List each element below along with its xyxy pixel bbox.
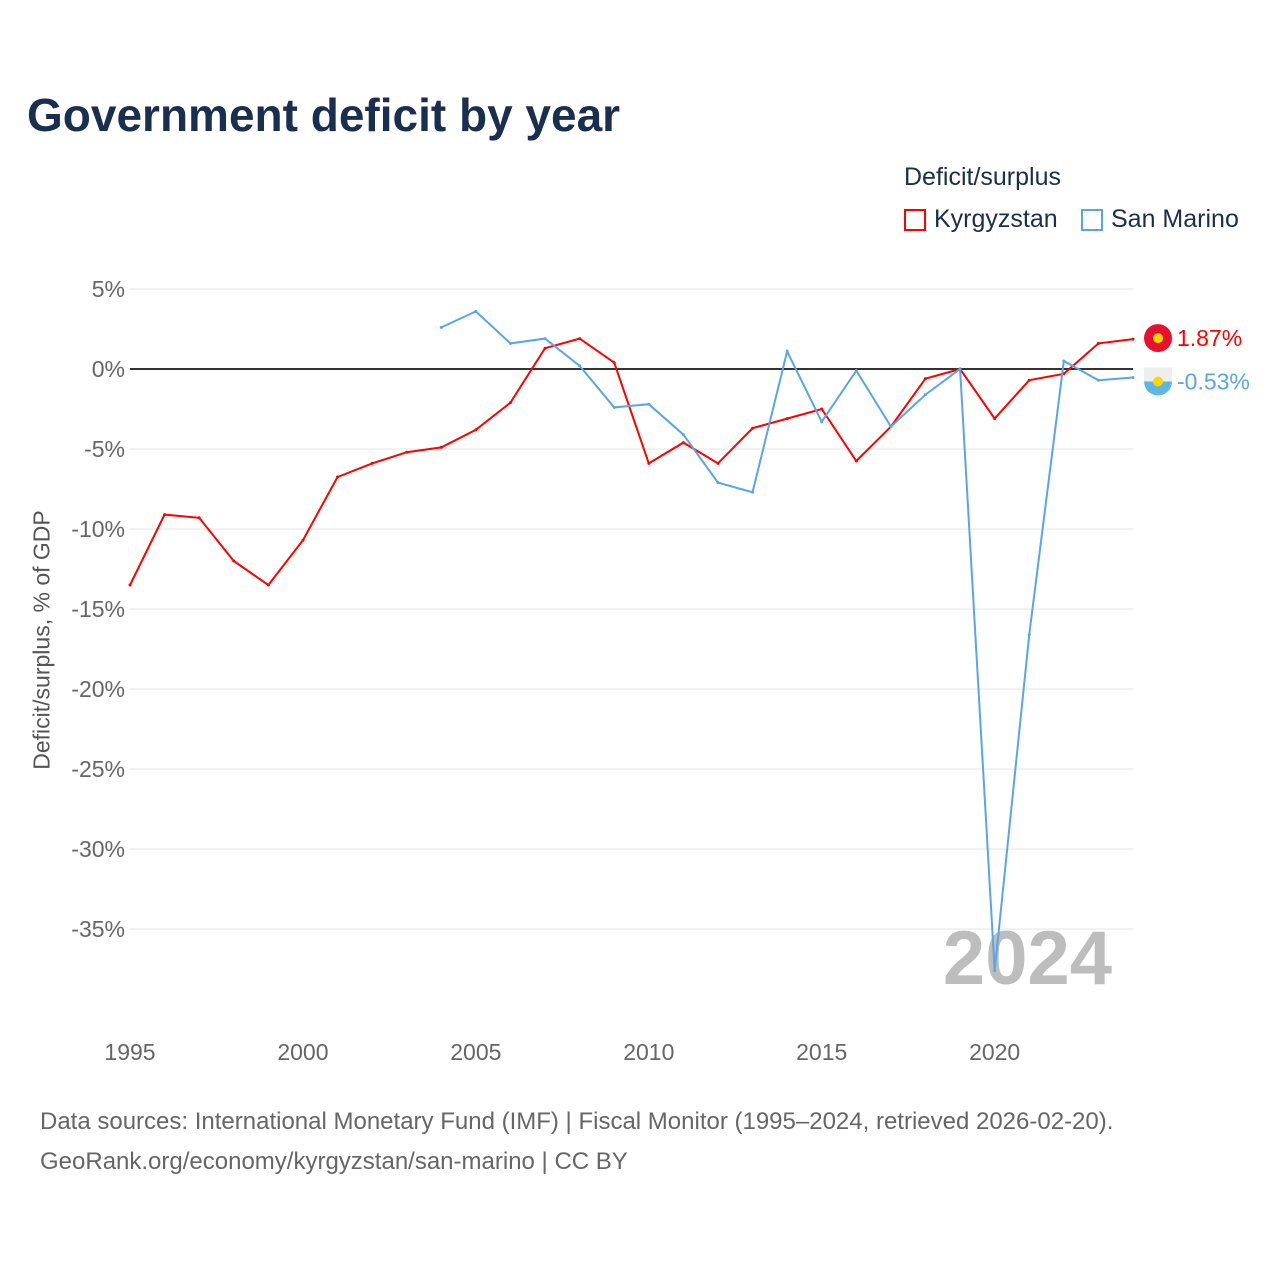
data-point <box>820 407 824 411</box>
data-point <box>163 513 167 517</box>
series-line-san-marino <box>440 310 1134 971</box>
data-point <box>474 428 478 432</box>
data-point <box>1027 633 1031 637</box>
data-point <box>197 516 201 520</box>
series-line-kyrgyzstan <box>129 337 1134 587</box>
x-tick-label: 2005 <box>450 1039 501 1065</box>
x-tick-label: 2020 <box>969 1039 1020 1065</box>
data-point <box>370 461 374 465</box>
data-point <box>474 309 478 313</box>
x-tick-label: 2000 <box>277 1039 328 1065</box>
legend-label: Kyrgyzstan <box>934 205 1058 233</box>
data-point <box>923 393 927 397</box>
y-tick-label: -30% <box>71 836 125 862</box>
data-point <box>128 583 132 587</box>
y-tick-label: -35% <box>71 916 125 942</box>
data-point <box>578 337 582 341</box>
end-value-label: 1.87% <box>1177 325 1242 351</box>
data-point <box>681 441 685 445</box>
data-point <box>751 490 755 494</box>
flag-emblem-icon <box>1153 333 1163 344</box>
data-point <box>889 425 893 429</box>
data-point <box>612 361 616 365</box>
data-point <box>681 433 685 437</box>
legend-title: Deficit/surplus <box>904 163 1061 191</box>
data-point <box>993 969 997 973</box>
end-value-label: -0.53% <box>1177 368 1250 394</box>
data-point <box>993 417 997 421</box>
data-point <box>820 420 824 424</box>
data-point <box>508 401 512 405</box>
data-point <box>232 559 236 563</box>
data-point <box>1027 378 1031 382</box>
data-point <box>405 450 409 454</box>
data-point <box>301 538 305 542</box>
data-point <box>854 459 858 463</box>
data-point <box>854 369 858 373</box>
y-tick-label: -20% <box>71 676 125 702</box>
y-tick-label: 0% <box>92 356 125 382</box>
data-point <box>958 367 962 371</box>
data-point <box>785 349 789 353</box>
data-point <box>1096 341 1100 345</box>
source-text: Data sources: International Monetary Fun… <box>40 1108 1114 1135</box>
data-point <box>439 325 443 329</box>
x-tick-label: 2015 <box>796 1039 847 1065</box>
data-point <box>716 461 720 465</box>
y-tick-label: -5% <box>84 436 125 462</box>
source-url[interactable]: GeoRank.org/economy/kyrgyzstan/san-marin… <box>40 1148 628 1175</box>
data-point <box>578 364 582 368</box>
flag-icon-top <box>1144 367 1172 382</box>
data-point <box>1131 375 1135 379</box>
data-point <box>923 377 927 381</box>
flag-emblem-icon <box>1153 376 1163 387</box>
legend-label: San Marino <box>1111 205 1239 233</box>
y-tick-label: -10% <box>71 516 125 542</box>
data-point <box>612 405 616 409</box>
data-point <box>439 445 443 449</box>
data-point <box>266 583 270 587</box>
data-point <box>1096 378 1100 382</box>
legend-item-san-marino[interactable]: San Marino <box>1081 205 1239 234</box>
x-tick-label: 2010 <box>623 1039 674 1065</box>
legend-item-kyrgyzstan[interactable]: Kyrgyzstan <box>904 205 1058 234</box>
data-point <box>751 426 755 430</box>
year-watermark: 2024 <box>942 916 1112 1001</box>
data-point <box>716 481 720 485</box>
data-point <box>508 341 512 345</box>
data-point <box>543 346 547 350</box>
data-point <box>647 402 651 406</box>
legend-swatch <box>1081 208 1103 231</box>
y-tick-label: 5% <box>92 276 125 302</box>
data-point <box>1062 359 1066 363</box>
chart-title: Government deficit by year <box>27 89 621 141</box>
data-point <box>543 337 547 341</box>
y-tick-label: -15% <box>71 596 125 622</box>
data-point <box>1131 337 1135 341</box>
data-point <box>785 417 789 421</box>
data-point <box>647 461 651 465</box>
y-tick-label: -25% <box>71 756 125 782</box>
legend-swatch <box>904 208 926 231</box>
x-tick-label: 1995 <box>104 1039 155 1065</box>
data-point <box>336 475 340 479</box>
